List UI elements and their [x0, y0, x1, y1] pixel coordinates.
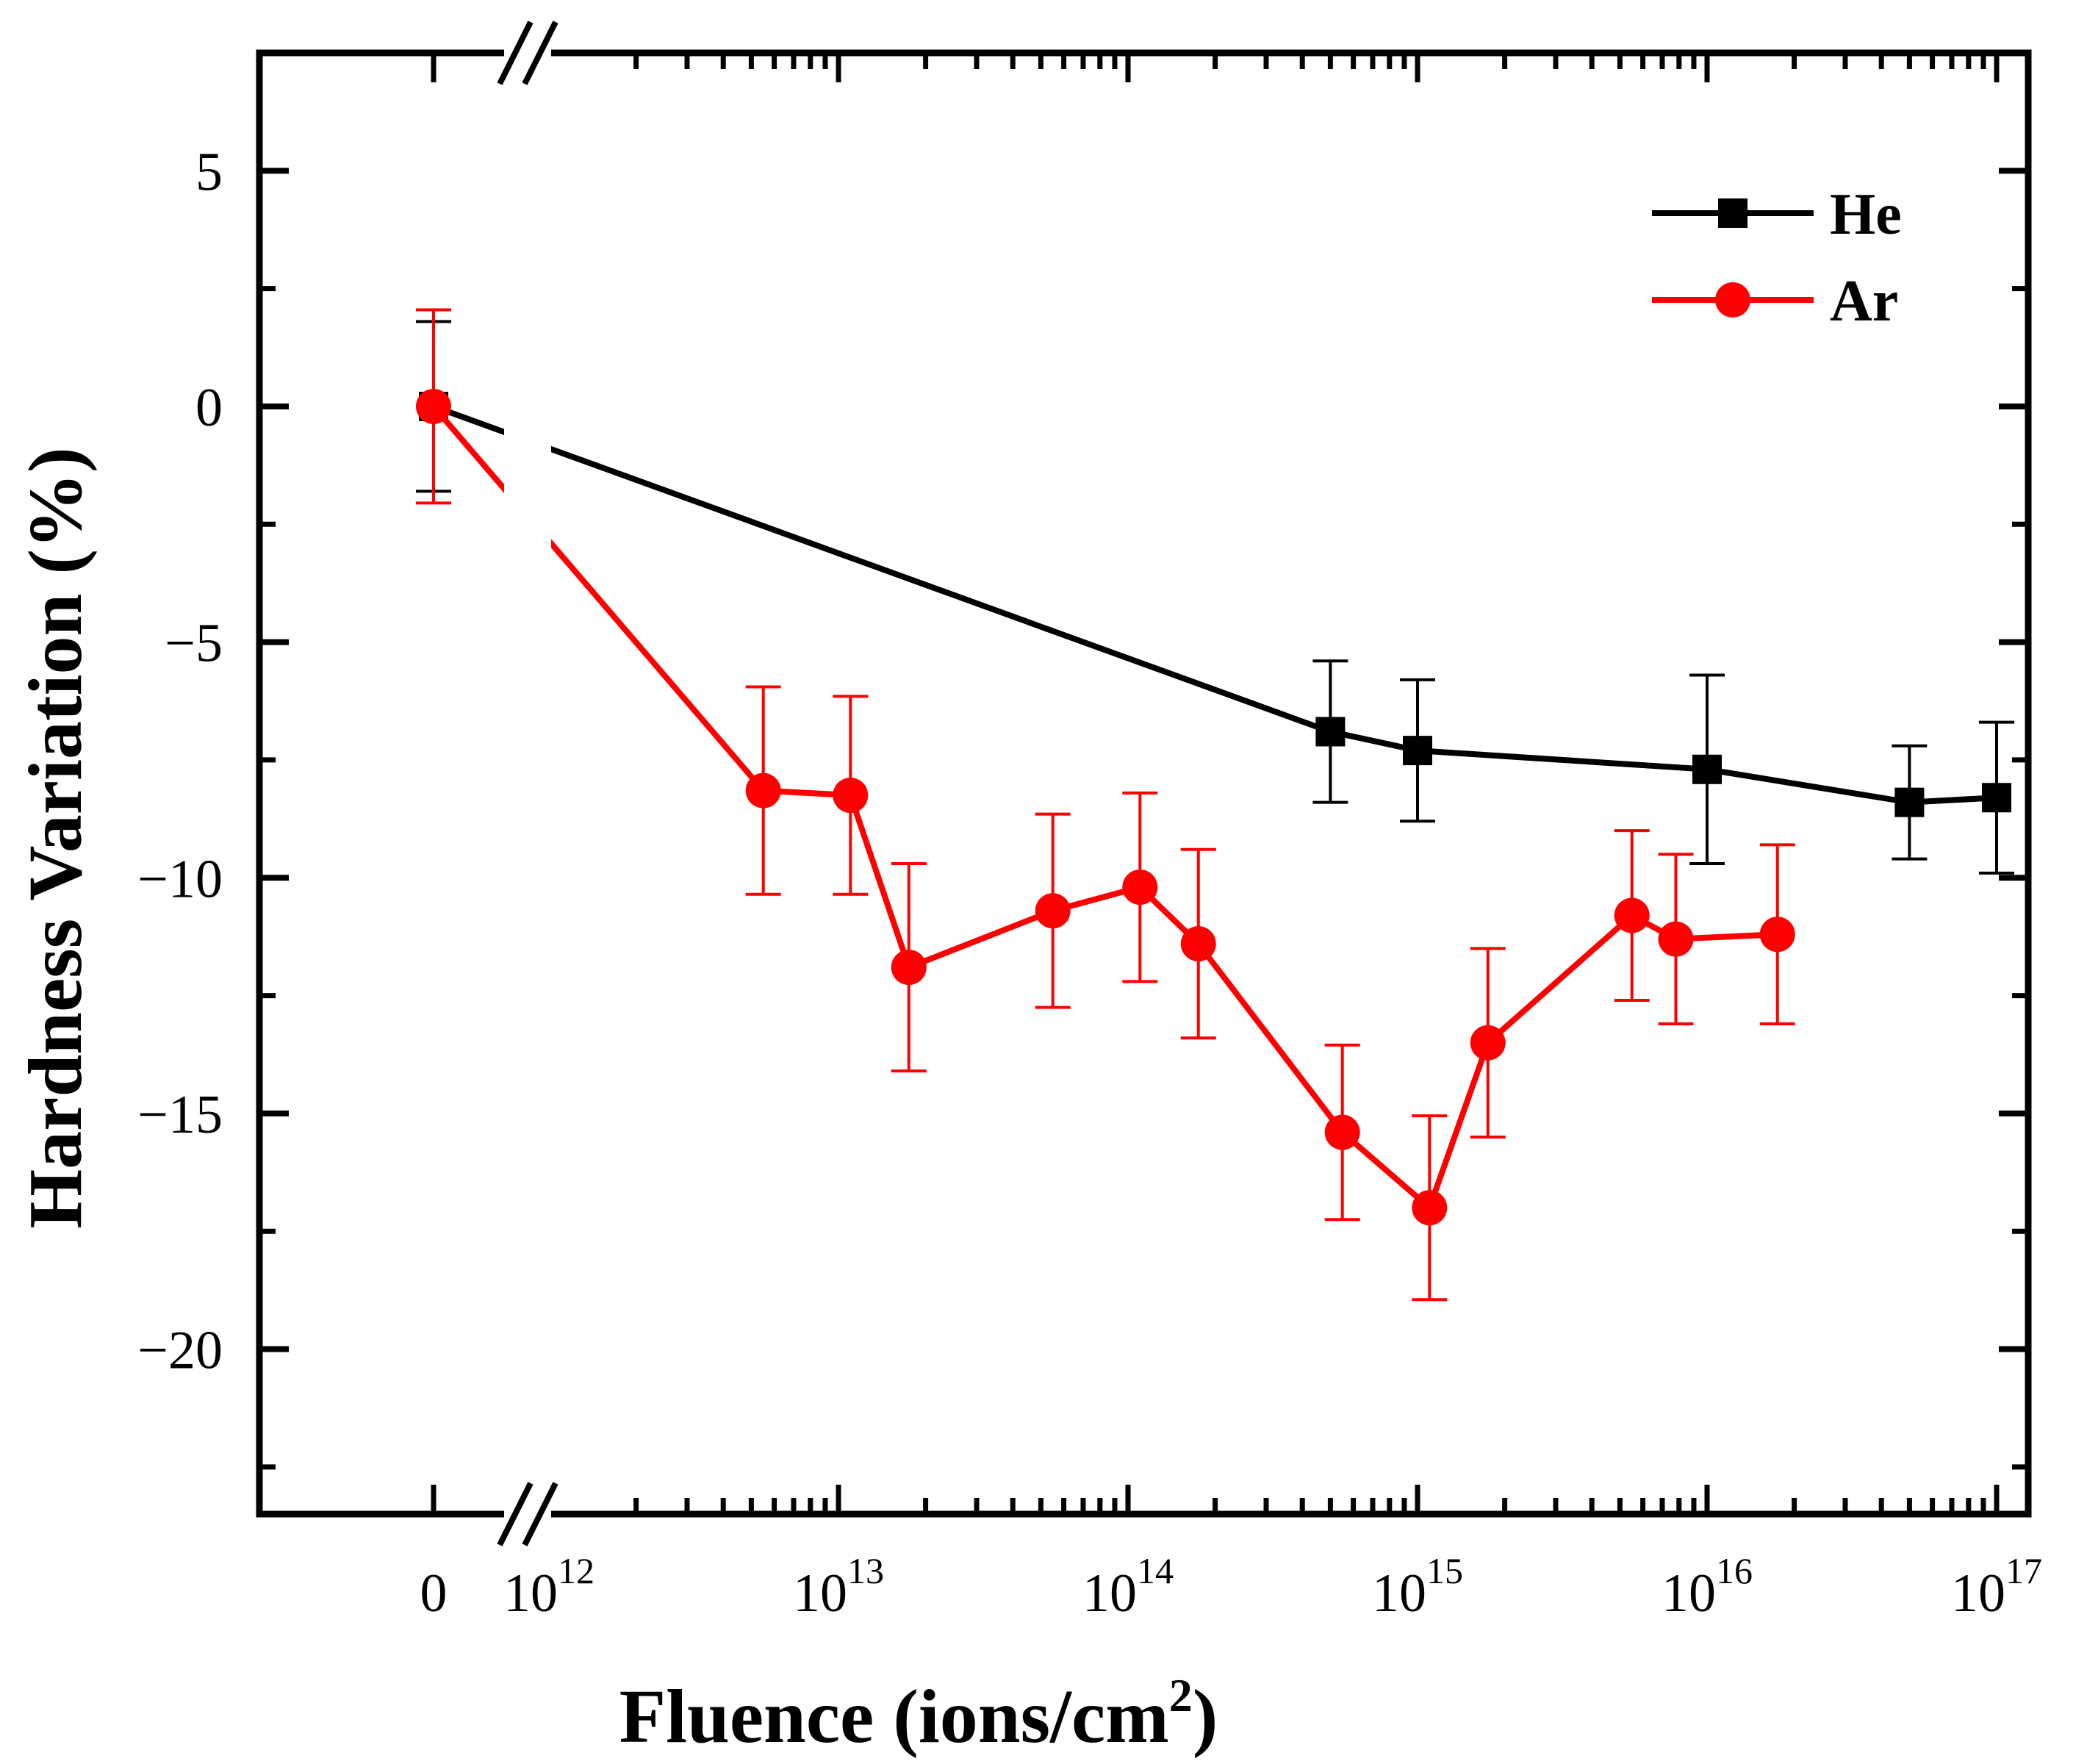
y-tick-label: −10: [137, 849, 223, 909]
data-series-layer: [416, 308, 2014, 1302]
x-tick-label: 1014: [1082, 1550, 1174, 1624]
y-tick-label: 0: [195, 378, 223, 438]
axis-break-line-gap: [504, 397, 551, 605]
axis-break-slash-top: [497, 21, 534, 85]
x-tick-label: 1012: [503, 1550, 595, 1624]
x-axis-tick-labels: 0 1012 1013 1014 1015 1016 1017: [420, 1550, 2043, 1624]
x-axis-title: Fluence (ions/cm2): [619, 1669, 1218, 1759]
data-point-ar: [1759, 917, 1795, 953]
series-he: [416, 320, 2014, 875]
data-point-ar: [1035, 893, 1071, 929]
data-point-ar: [891, 950, 927, 986]
legend-label: Ar: [1830, 269, 1898, 334]
legend-item-he: He: [1652, 182, 1902, 247]
y-tick-label: −15: [137, 1085, 223, 1145]
data-point-ar: [1470, 1025, 1506, 1061]
legend-label: He: [1830, 182, 1902, 247]
axis-break-slash-bottom: [497, 1482, 534, 1546]
x-axis-title-close: ): [1193, 1674, 1218, 1759]
data-point-ar: [416, 388, 451, 424]
axis-break-slash-top: [522, 21, 558, 85]
series-ar: [416, 308, 1795, 1302]
x-axis-title-main: Fluence (ions/cm: [619, 1674, 1169, 1759]
y-tick-label: 5: [195, 142, 223, 202]
axis-ticks: [259, 50, 2028, 1514]
x-tick-label: 1016: [1662, 1550, 1753, 1624]
axis-break-slash-bottom: [522, 1482, 558, 1546]
y-tick-label: −20: [137, 1321, 223, 1381]
data-point-he: [1894, 787, 1925, 817]
legend-marker: [1715, 282, 1750, 318]
data-point-ar: [833, 778, 869, 814]
x-axis-title-superscript: 2: [1169, 1669, 1193, 1721]
data-point-he: [1403, 736, 1432, 766]
data-point-ar: [1180, 926, 1216, 962]
x-tick-label: 1013: [793, 1550, 884, 1624]
x-tick-label: 1015: [1372, 1550, 1463, 1624]
legend: He Ar: [1652, 182, 1902, 334]
data-point-he: [1692, 754, 1722, 784]
x-tick-label: 1017: [1951, 1550, 2042, 1624]
plot-border: [256, 49, 2032, 1518]
legend-item-ar: Ar: [1652, 269, 1898, 334]
data-point-ar: [1324, 1114, 1360, 1150]
data-point-ar: [1412, 1190, 1448, 1226]
legend-marker: [1718, 198, 1747, 228]
data-point-ar: [1658, 921, 1694, 957]
data-point-ar: [1614, 897, 1650, 933]
x-tick-label: 0: [420, 1563, 448, 1624]
y-axis-tick-labels: 5 0 −5 −10 −15 −20: [137, 142, 223, 1380]
data-point-he: [1315, 717, 1346, 747]
data-point-ar: [1122, 870, 1158, 906]
data-point-he: [1982, 783, 2011, 813]
data-point-ar: [745, 772, 781, 808]
y-tick-label: −5: [165, 614, 223, 674]
y-axis-title: Hardness Variation (%): [13, 447, 98, 1228]
plot-frame: [256, 21, 2032, 1546]
